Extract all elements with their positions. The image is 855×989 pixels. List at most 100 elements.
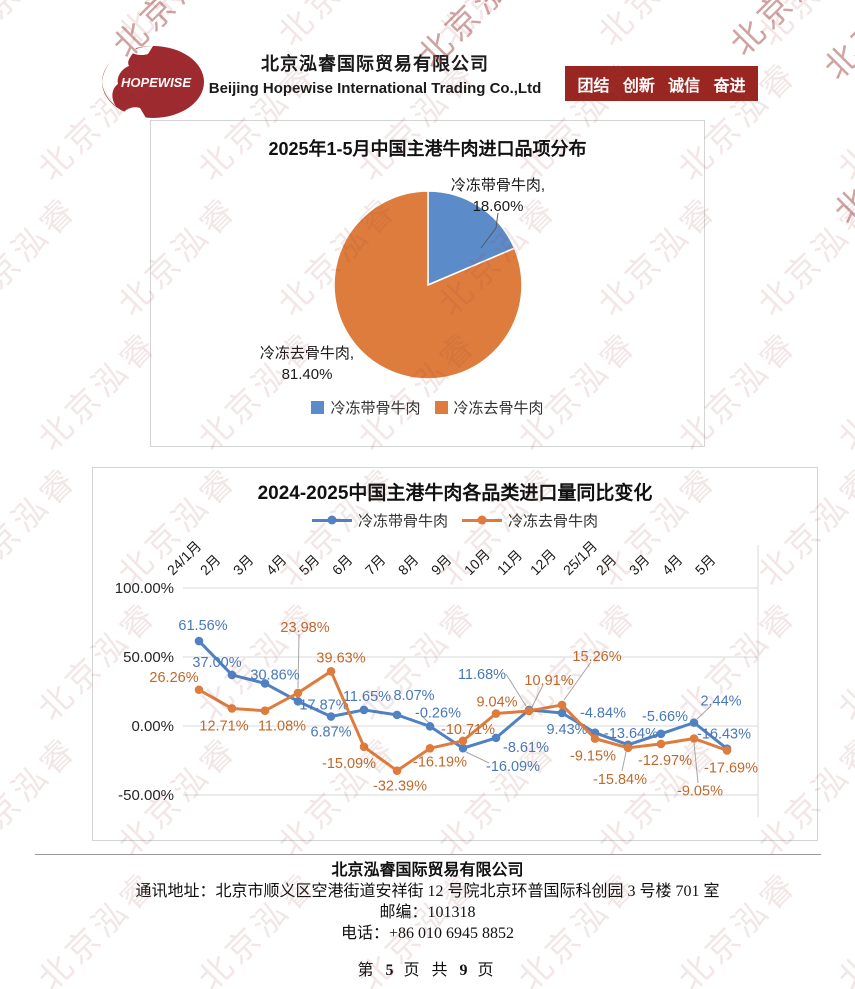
footer-phone: 电话：+86 010 6945 8852 xyxy=(340,925,515,942)
data-point xyxy=(194,685,204,695)
legend-swatch-blue-icon xyxy=(311,401,325,414)
data-point xyxy=(392,710,402,720)
company-logo: HOPEWISE xyxy=(96,42,206,120)
pie-data-label: 冷冻带骨牛肉, xyxy=(451,176,545,194)
data-label: -15.84% xyxy=(593,772,647,788)
x-axis-label: 3月 xyxy=(230,551,257,578)
label-leader-line xyxy=(531,684,544,708)
data-label: 10.91% xyxy=(524,673,573,689)
x-axis-label: 3月 xyxy=(626,551,653,578)
watermark-text: 北京泓睿 xyxy=(828,98,855,232)
data-point xyxy=(326,712,336,721)
watermark-text: 北京泓睿 xyxy=(832,595,855,729)
x-axis-label: 5月 xyxy=(692,551,719,578)
data-label: 39.63% xyxy=(316,650,365,666)
x-axis-label: 12月 xyxy=(527,546,559,578)
pie-chart-title: 2025年1-5月中国主港牛肉进口品项分布 xyxy=(268,139,587,159)
pie-leader-line xyxy=(480,212,499,249)
footer-address: 通讯地址：北京市顺义区空港街道安祥街 12 号院北京环普国际科创园 3 号楼 7… xyxy=(135,883,720,900)
label-leader-line xyxy=(505,673,527,707)
x-axis-label: 9月 xyxy=(428,551,455,578)
pie-legend: 冷冻带骨牛肉 冷冻去骨牛肉 xyxy=(151,397,704,418)
page-current: 5 xyxy=(385,962,396,979)
x-axis-label: 25/1月 xyxy=(560,538,600,578)
legend-label: 冷冻去骨牛肉 xyxy=(508,512,599,530)
data-label: 6.87% xyxy=(310,725,351,741)
data-point xyxy=(392,766,402,775)
data-label: -17.69% xyxy=(704,760,758,776)
data-label: -10.71% xyxy=(441,722,495,738)
data-label: 11.68% xyxy=(458,667,506,683)
data-point xyxy=(491,709,501,718)
x-axis-label: 4月 xyxy=(263,551,290,578)
data-label: -32.39% xyxy=(373,779,427,795)
data-label: 2.44% xyxy=(700,694,741,710)
watermark-text: 北京泓睿 xyxy=(0,0,87,55)
data-point xyxy=(656,729,666,739)
line-chart-card: 2024-2025中国主港牛肉各品类进口量同比变化 冷冻带骨牛肉 冷冻去骨牛肉 … xyxy=(92,467,818,841)
pie-data-label: 18.60% xyxy=(473,198,524,215)
pie-chart: 冷冻带骨牛肉, 18.60% 冷冻去骨牛肉, 81.40% xyxy=(260,176,545,383)
y-axis-tick: 0.00% xyxy=(131,718,174,735)
pie-data-label: 81.40% xyxy=(282,366,333,383)
data-point xyxy=(194,636,204,646)
watermark-text: 北京泓睿 xyxy=(752,190,855,324)
watermark-text: 北京泓睿 xyxy=(818,0,855,88)
watermark-text: 北京泓睿 xyxy=(425,0,566,55)
data-label: 23.98% xyxy=(280,620,329,636)
watermark-text: 北京泓睿 xyxy=(717,0,855,65)
data-label: -8.61% xyxy=(503,740,549,756)
x-axis-label: 7月 xyxy=(362,551,389,578)
x-axis-label: 6月 xyxy=(329,551,356,578)
data-label: 30.86% xyxy=(250,667,299,683)
company-name-cn: 北京泓睿国际贸易有限公司 xyxy=(261,54,489,74)
data-point xyxy=(689,734,699,743)
logo-wordmark: HOPEWISE xyxy=(121,75,191,90)
x-axis-label: 5月 xyxy=(296,551,323,578)
legend-swatch-orange-icon xyxy=(434,401,448,414)
watermark-text: 北京泓睿 xyxy=(832,325,855,459)
watermark-text: 北京泓睿 xyxy=(0,190,86,324)
data-point xyxy=(425,722,435,731)
data-label: -16.09% xyxy=(486,759,540,775)
data-point xyxy=(293,697,303,706)
data-label: -5.66% xyxy=(642,709,688,725)
header-company-names: 北京泓睿国际贸易有限公司 Beijing Hopewise Internatio… xyxy=(205,50,545,97)
data-point xyxy=(458,743,468,753)
data-point xyxy=(326,667,336,676)
legend-item-boneless: 冷冻去骨牛肉 xyxy=(462,510,598,531)
footer-postcode: 邮编：101318 xyxy=(379,904,476,921)
data-label: 9.04% xyxy=(476,695,517,711)
label-leader-line xyxy=(465,751,490,764)
label-leader-line xyxy=(297,633,300,689)
line-chart-legend: 冷冻带骨牛肉 冷冻去骨牛肉 xyxy=(93,510,817,530)
watermark-text: 北京泓睿 xyxy=(585,0,726,55)
data-label: 37.00% xyxy=(192,655,241,671)
data-point xyxy=(524,706,534,716)
watermark-text: 北京泓睿 xyxy=(745,0,855,55)
data-label: 17.87% xyxy=(299,697,348,713)
data-point xyxy=(557,700,567,710)
y-axis-tick: 50.00% xyxy=(123,649,174,666)
data-label: -4.84% xyxy=(580,706,626,722)
footer-divider xyxy=(35,854,821,855)
label-leader-line xyxy=(693,742,699,784)
line-chart-title: 2024-2025中国主港牛肉各品类进口量同比变化 xyxy=(257,483,653,504)
x-axis-label: 10月 xyxy=(461,546,493,578)
pie-slice-boneless xyxy=(333,190,523,380)
data-point xyxy=(689,718,699,727)
data-label: -16.19% xyxy=(413,754,467,770)
legend-line-orange-icon xyxy=(462,515,502,525)
watermark-text: 北京泓睿 xyxy=(32,325,166,459)
data-label: 8.07% xyxy=(393,688,434,704)
data-label: 11.65% xyxy=(343,689,391,705)
page-indicator: 第 5 页 共 9 页 xyxy=(357,962,498,979)
data-point xyxy=(590,734,600,743)
company-name-en: Beijing Hopewise International Trading C… xyxy=(208,80,542,97)
data-point xyxy=(491,733,501,743)
legend-line-blue-icon xyxy=(311,515,352,525)
legend-label: 冷冻带骨牛肉 xyxy=(357,512,448,530)
watermark-text: 北京泓睿 xyxy=(0,460,86,594)
logo-globe-icon: HOPEWISE xyxy=(102,46,204,118)
